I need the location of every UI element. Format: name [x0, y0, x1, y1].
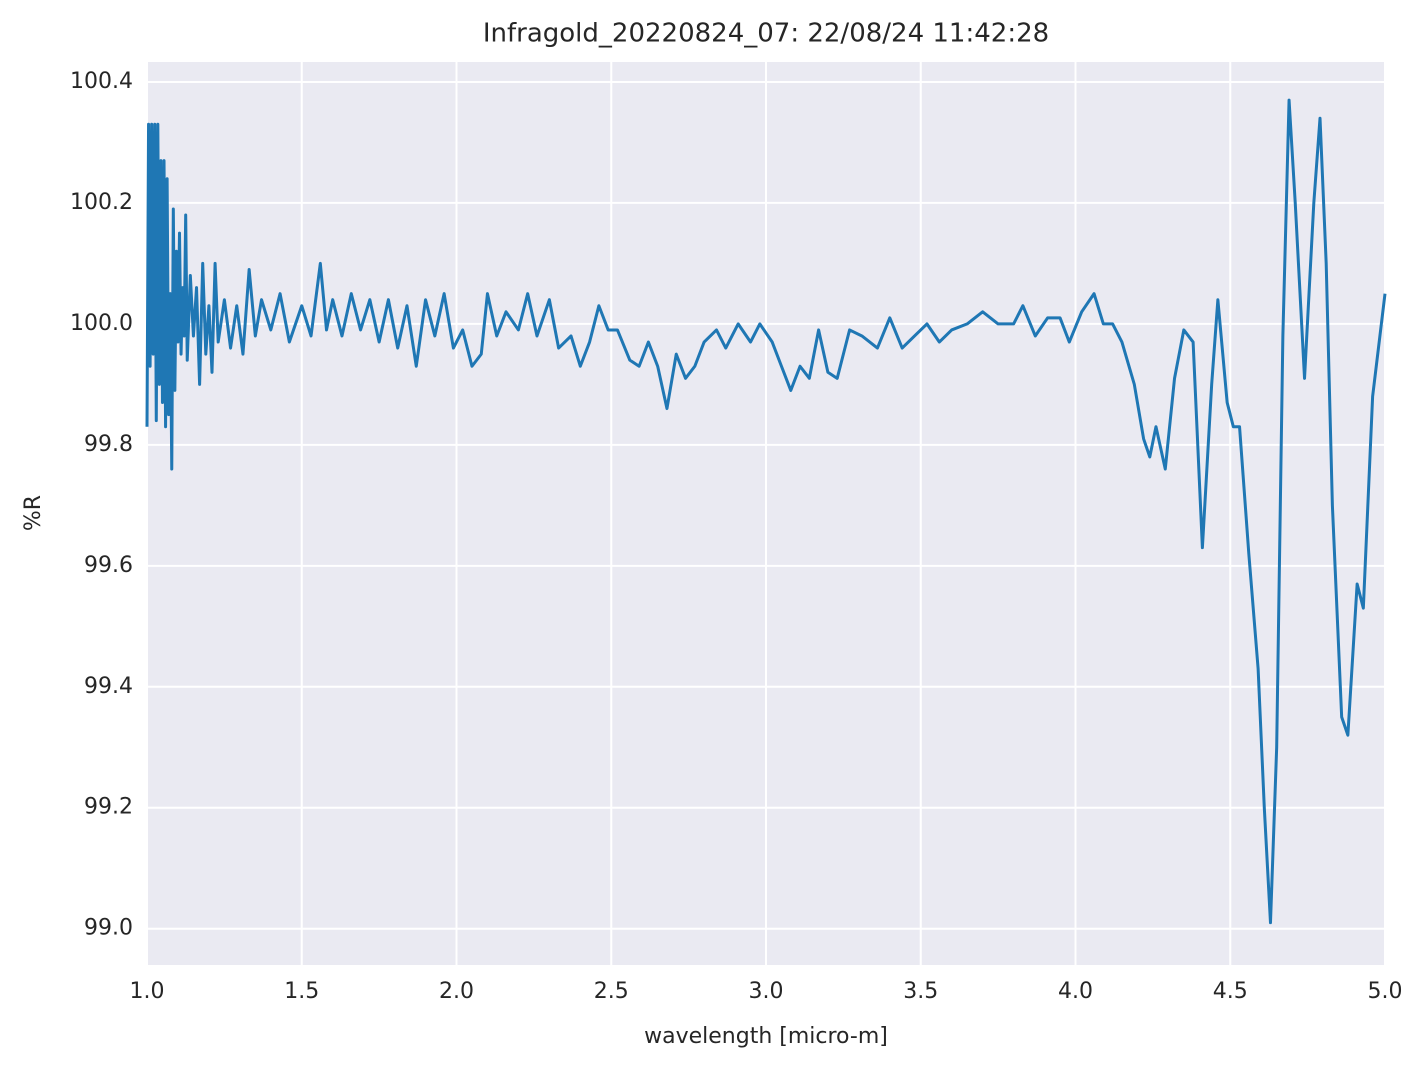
data-line — [145, 98, 1387, 925]
x-tick-label: 2.0 — [439, 979, 474, 1004]
y-tick-label: 99.4 — [84, 674, 133, 699]
y-tick-label: 99.0 — [84, 916, 133, 941]
x-tick-label: 4.5 — [1213, 979, 1248, 1004]
x-tick-label: 1.0 — [130, 979, 165, 1004]
x-axis-label: wavelength [micro-m] — [644, 1024, 888, 1049]
x-tick-label: 2.5 — [594, 979, 629, 1004]
x-tick-label: 3.5 — [903, 979, 938, 1004]
chart-title: Infragold_20220824_07: 22/08/24 11:42:28 — [483, 19, 1049, 49]
y-tick-label: 99.2 — [84, 795, 133, 820]
y-tick-label: 100.0 — [70, 311, 133, 336]
y-tick-label: 99.8 — [84, 432, 133, 457]
x-tick-label: 5.0 — [1368, 979, 1403, 1004]
y-tick-label: 100.4 — [70, 69, 133, 94]
y-axis-label: %R — [21, 495, 46, 531]
y-tick-label: 100.2 — [70, 190, 133, 215]
x-tick-label: 1.5 — [284, 979, 319, 1004]
x-tick-label: 4.0 — [1058, 979, 1093, 1004]
y-tick-label: 99.6 — [84, 553, 133, 578]
x-tick-label: 3.0 — [749, 979, 784, 1004]
